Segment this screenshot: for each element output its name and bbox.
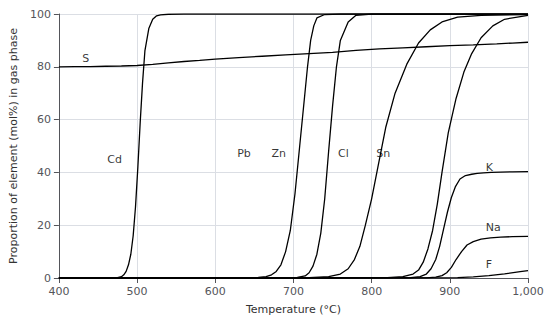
- svg-text:80: 80: [37, 60, 51, 73]
- svg-text:Proportion of element (mol%) i: Proportion of element (mol%) in gas phas…: [7, 28, 20, 264]
- svg-text:Zn: Zn: [272, 147, 287, 160]
- svg-text:Sn: Sn: [376, 147, 390, 160]
- svg-text:S: S: [82, 52, 89, 65]
- svg-text:1,000: 1,000: [512, 285, 544, 298]
- svg-text:Na: Na: [486, 221, 501, 234]
- svg-text:800: 800: [361, 285, 382, 298]
- svg-text:700: 700: [283, 285, 304, 298]
- svg-text:20: 20: [37, 219, 51, 232]
- svg-text:500: 500: [127, 285, 148, 298]
- svg-text:F: F: [486, 258, 492, 271]
- svg-text:K: K: [486, 161, 494, 174]
- svg-text:40: 40: [37, 166, 51, 179]
- svg-text:0: 0: [44, 272, 51, 285]
- svg-text:Cl: Cl: [338, 147, 349, 160]
- svg-text:60: 60: [37, 113, 51, 126]
- svg-text:100: 100: [30, 8, 51, 21]
- svg-text:900: 900: [439, 285, 460, 298]
- svg-text:Cd: Cd: [107, 153, 122, 166]
- svg-text:400: 400: [48, 285, 69, 298]
- svg-text:Temperature (°C): Temperature (°C): [245, 303, 341, 316]
- svg-text:Pb: Pb: [237, 147, 251, 160]
- svg-text:600: 600: [205, 285, 226, 298]
